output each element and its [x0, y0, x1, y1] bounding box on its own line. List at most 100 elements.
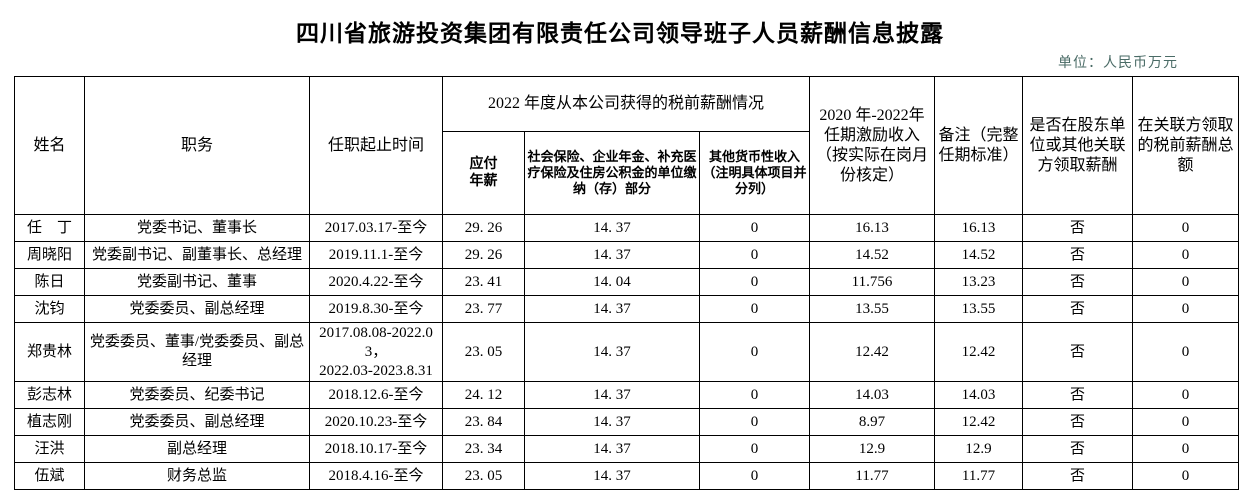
cell-other-income: 0: [699, 321, 810, 383]
cell-payable-salary: 23. 05: [442, 462, 525, 490]
cell-tenure: 2018.10.17-至今: [309, 435, 443, 464]
cell-remark: 12.42: [934, 321, 1023, 383]
cell-position: 党委委员、董事/党委委员、副总经理: [84, 321, 310, 383]
cell-position: 党委委员、副总经理: [84, 295, 310, 323]
cell-remark: 14.52: [934, 241, 1023, 269]
table-row: 汪洪 副总经理 2018.10.17-至今 23. 34 14. 37 0 12.9 12.9…: [14, 435, 1239, 464]
cell-related-flag: 否: [1022, 435, 1133, 464]
cell-incentive: 13.55: [809, 295, 935, 323]
cell-other-income: 0: [699, 268, 810, 296]
unit-label: 单位：人民币万元: [1058, 56, 1178, 71]
cell-related-amount: 0: [1132, 268, 1239, 296]
table-row: 任 丁党委书记、董事长 2017.03.17-至今 29. 26 14. 37 0 16.…: [14, 214, 1239, 242]
salary-table: 姓名 职务 任职起止时间 2022 年度从本公司获得的税前薪酬情况 2020 年…: [14, 76, 1239, 490]
cell-social-insurance: 14. 37: [524, 435, 700, 464]
cell-tenure: 2018.4.16-至今: [309, 462, 443, 490]
cell-remark: 13.55: [934, 295, 1023, 323]
table-row: 郑贵林 党委委员、董事/党委委员、副总经理 2017.08.08-2022.03， …: [14, 321, 1239, 383]
cell-name: 郑贵林: [14, 321, 85, 383]
cell-social-insurance: 14. 04: [524, 268, 700, 296]
cell-related-amount: 0: [1132, 241, 1239, 269]
cell-payable-salary: 29. 26: [442, 214, 525, 242]
cell-other-income: 0: [699, 214, 810, 242]
cell-remark: 14.03: [934, 381, 1023, 410]
cell-tenure: 2017.08.08-2022.03， 2022.03-2023.8.31: [309, 321, 443, 383]
cell-social-insurance: 14. 37: [524, 408, 700, 437]
cell-position: 党委委员、纪委书记: [84, 381, 310, 410]
col-header-salary-2022-group: 2022 年度从本公司获得的税前薪酬情况: [442, 76, 810, 132]
cell-related-flag: 否: [1022, 381, 1133, 410]
cell-remark: 13.23: [934, 268, 1023, 296]
cell-related-amount: 0: [1132, 321, 1239, 383]
cell-payable-salary: 24. 12: [442, 381, 525, 410]
cell-name: 沈钧: [14, 295, 85, 323]
cell-remark: 12.42: [934, 408, 1023, 437]
cell-incentive: 14.52: [809, 241, 935, 269]
cell-payable-salary: 23. 77: [442, 295, 525, 323]
cell-social-insurance: 14. 37: [524, 462, 700, 490]
cell-payable-salary: 23. 84: [442, 408, 525, 437]
cell-name: 彭志林: [14, 381, 85, 410]
cell-position: 党委委员、副总经理: [84, 408, 310, 437]
cell-social-insurance: 14. 37: [524, 295, 700, 323]
cell-other-income: 0: [699, 408, 810, 437]
cell-incentive: 16.13: [809, 214, 935, 242]
cell-related-amount: 0: [1132, 381, 1239, 410]
cell-related-flag: 否: [1022, 321, 1133, 383]
cell-other-income: 0: [699, 241, 810, 269]
cell-position: 副总经理: [84, 435, 310, 464]
cell-tenure: 2020.4.22-至今: [309, 268, 443, 296]
col-header-social-insurance: 社会保险、企业年金、补充医疗保险及住房公积金的单位缴纳（存）部分: [524, 131, 700, 215]
header-row-group: 姓名 职务 任职起止时间 2022 年度从本公司获得的税前薪酬情况 2020 年…: [14, 76, 1239, 215]
cell-related-flag: 否: [1022, 408, 1133, 437]
col-header-incentive: 2020 年-2022年任期激励收入（按实际在岗月份核定）: [809, 76, 935, 215]
cell-other-income: 0: [699, 381, 810, 410]
cell-tenure: 2017.03.17-至今: [309, 214, 443, 242]
col-header-related-flag: 是否在股东单位或其他关联方领取薪酬: [1022, 76, 1133, 215]
cell-related-amount: 0: [1132, 214, 1239, 242]
cell-payable-salary: 23. 05: [442, 321, 525, 383]
cell-related-flag: 否: [1022, 295, 1133, 323]
cell-name: 植志刚: [14, 408, 85, 437]
cell-tenure: 2020.10.23-至今: [309, 408, 443, 437]
col-header-other-income: 其他货币性收入（注明具体项目并分列）: [699, 131, 810, 215]
cell-related-flag: 否: [1022, 268, 1133, 296]
cell-social-insurance: 14. 37: [524, 381, 700, 410]
cell-name: 陈日: [14, 268, 85, 296]
cell-remark: 16.13: [934, 214, 1023, 242]
table-row: 彭志林 党委委员、纪委书记 2018.12.6-至今 24. 12 14. 37 0 14.…: [14, 381, 1239, 410]
cell-related-flag: 否: [1022, 462, 1133, 490]
col-header-name: 姓名: [14, 76, 85, 215]
cell-incentive: 11.77: [809, 462, 935, 490]
cell-related-amount: 0: [1132, 295, 1239, 323]
cell-social-insurance: 14. 37: [524, 241, 700, 269]
cell-tenure: 2019.11.1-至今: [309, 241, 443, 269]
cell-position: 党委副书记、董事: [84, 268, 310, 296]
cell-related-amount: 0: [1132, 435, 1239, 464]
cell-position: 党委副书记、副董事长、总经理: [84, 241, 310, 269]
cell-payable-salary: 23. 34: [442, 435, 525, 464]
cell-tenure: 2019.8.30-至今: [309, 295, 443, 323]
cell-incentive: 14.03: [809, 381, 935, 410]
col-header-remark: 备注（完整任期标准）: [934, 76, 1023, 215]
table-row: 周晓阳 党委副书记、副董事长、总经理 2019.11.1-至今 29. 26 14. 3…: [14, 241, 1239, 269]
table-row: 植志刚 党委委员、副总经理 2020.10.23-至今 23. 84 14. 37 0 8.…: [14, 408, 1239, 437]
cell-remark: 12.9: [934, 435, 1023, 464]
cell-payable-salary: 29. 26: [442, 241, 525, 269]
table-body: 任 丁党委书记、董事长 2017.03.17-至今 29. 26 14. 37 0 16.…: [14, 214, 1239, 490]
cell-position: 党委书记、董事长: [84, 214, 310, 242]
cell-payable-salary: 23. 41: [442, 268, 525, 296]
cell-social-insurance: 14. 37: [524, 214, 700, 242]
cell-incentive: 12.9: [809, 435, 935, 464]
cell-related-flag: 否: [1022, 241, 1133, 269]
cell-name: 伍斌: [14, 462, 85, 490]
cell-incentive: 8.97: [809, 408, 935, 437]
cell-remark: 11.77: [934, 462, 1023, 490]
cell-name: 任 丁: [14, 214, 85, 242]
cell-name: 周晓阳: [14, 241, 85, 269]
page-title: 四川省旅游投资集团有限责任公司领导班子人员薪酬信息披露: [296, 21, 944, 46]
cell-related-amount: 0: [1132, 408, 1239, 437]
table-row: 沈钧 党委委员、副总经理 2019.8.30-至今 23. 77 14. 37 0 13.5…: [14, 295, 1239, 323]
col-header-position: 职务: [84, 76, 310, 215]
cell-related-flag: 否: [1022, 214, 1133, 242]
